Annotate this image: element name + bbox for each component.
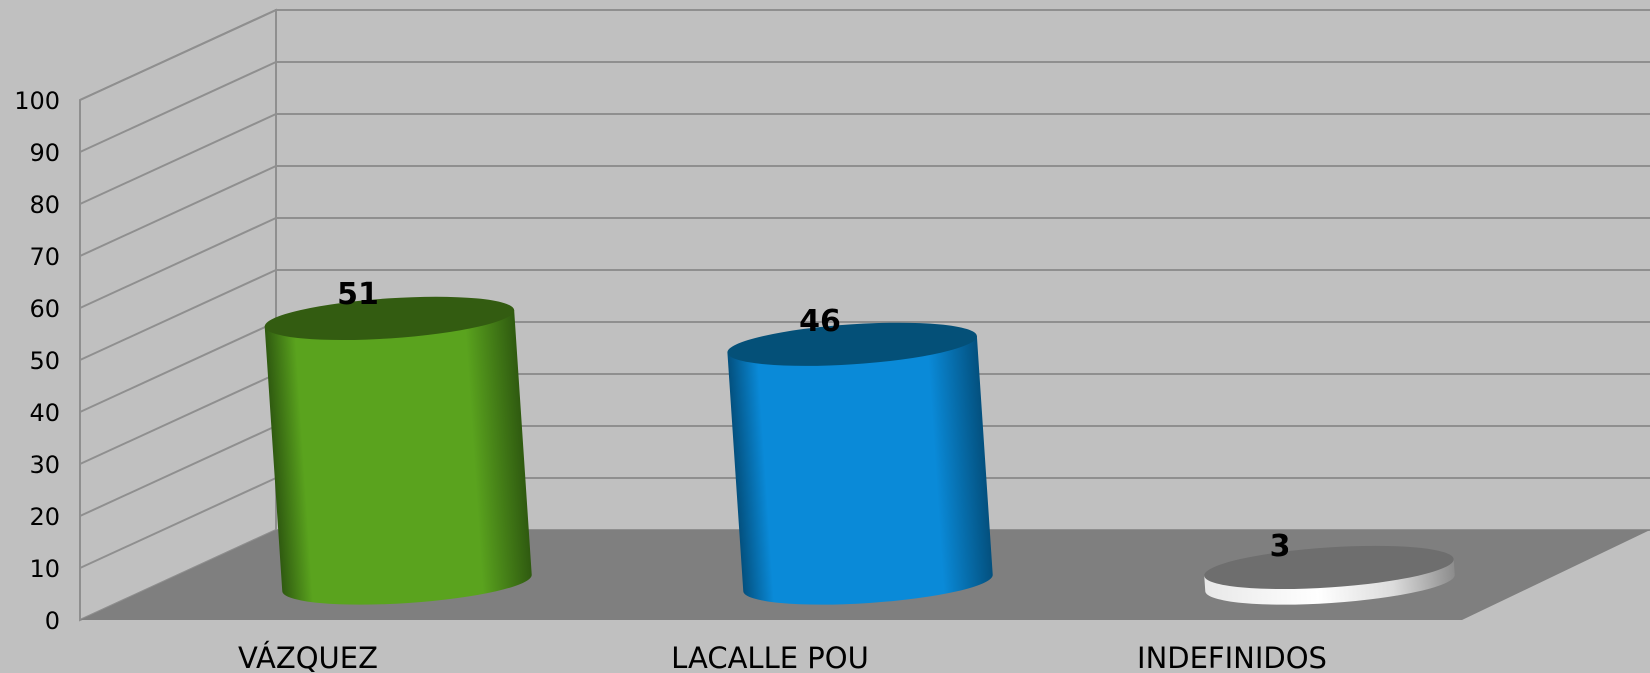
data-labels: 51 46 3: [337, 277, 1290, 564]
gridline-side: [79, 113, 277, 205]
gridline-side: [79, 165, 277, 257]
bar: [264, 296, 532, 605]
y-tick-label: 0: [45, 607, 60, 635]
y-tick-label: 50: [29, 347, 60, 375]
gridline-side: [79, 61, 277, 153]
y-tick-label: 10: [29, 555, 60, 583]
bar: [727, 322, 993, 605]
y-tick-label: 30: [29, 451, 60, 479]
gridline-side: [79, 9, 277, 101]
x-axis: VÁZQUEZ LACALLE POU INDEFINIDOS: [238, 641, 1327, 673]
x-tick-label: LACALLE POU: [671, 641, 869, 673]
gridline-side: [79, 217, 277, 309]
y-tick-label: 80: [29, 191, 60, 219]
y-tick-label: 100: [14, 87, 60, 115]
bar-top: [1204, 545, 1454, 590]
gridline-side: [79, 425, 277, 517]
data-label: 51: [337, 277, 379, 312]
y-tick-label: 20: [29, 503, 60, 531]
bar-top: [264, 296, 515, 340]
gridline-side: [79, 373, 277, 465]
y-tick-label: 60: [29, 295, 60, 323]
bar-body: [264, 310, 532, 605]
y-tick-label: 90: [29, 139, 60, 167]
bar-top: [727, 322, 977, 366]
data-label: 46: [799, 304, 841, 339]
x-tick-label: INDEFINIDOS: [1137, 641, 1327, 673]
y-tick-label: 70: [29, 243, 60, 271]
bar-body: [727, 336, 993, 605]
gridline-side: [79, 477, 277, 569]
bar: [1204, 545, 1455, 605]
gridline-side: [79, 321, 277, 413]
y-axis: 0 10 20 30 40 50 60 70 80 90 100: [14, 87, 60, 635]
data-label: 3: [1270, 529, 1291, 564]
bar-series: [264, 296, 1455, 605]
y-tick-label: 40: [29, 399, 60, 427]
x-tick-label: VÁZQUEZ: [238, 641, 378, 673]
gridline-side: [79, 269, 277, 361]
